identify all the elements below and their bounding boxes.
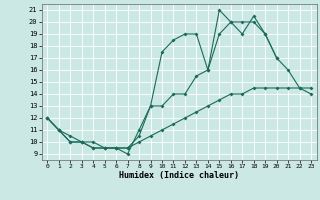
X-axis label: Humidex (Indice chaleur): Humidex (Indice chaleur) [119, 171, 239, 180]
